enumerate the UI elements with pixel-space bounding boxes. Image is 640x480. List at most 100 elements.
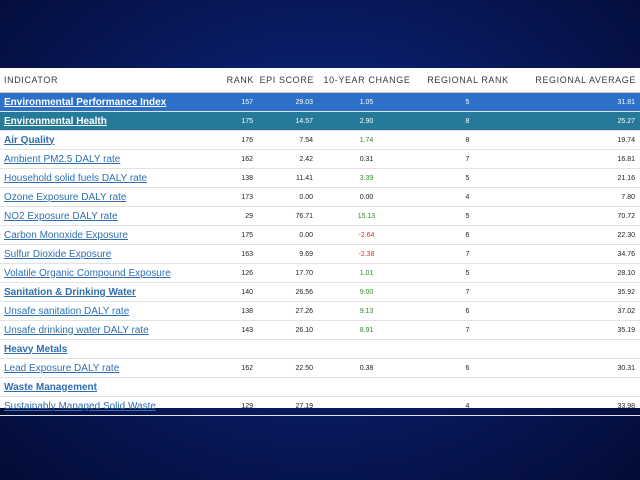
regional-rank-cell: 6 xyxy=(420,301,520,321)
regional-rank-cell: 8 xyxy=(420,130,520,150)
indicator-link[interactable]: Environmental Performance Index xyxy=(4,96,167,108)
regional-average-cell: 37.02 xyxy=(520,301,640,321)
regional-rank-cell: 6 xyxy=(420,358,520,378)
regional-rank-cell: 7 xyxy=(420,244,520,264)
regional-average-cell: 33.98 xyxy=(520,396,640,416)
indicator-link[interactable]: Unsafe drinking water DALY rate xyxy=(4,324,149,336)
regional-rank-cell: 5 xyxy=(420,263,520,283)
regional-rank-cell: 5 xyxy=(420,168,520,188)
score-cell: 26.56 xyxy=(258,282,318,302)
table-header-row: INDICATOR RANK EPI SCORE 10-YEAR CHANGE … xyxy=(0,68,640,93)
score-cell: 2.42 xyxy=(258,149,318,169)
table-row: Volatile Organic Compound Exposure 126 1… xyxy=(0,263,640,283)
score-cell: 27.26 xyxy=(258,301,318,321)
indicator-link[interactable]: Ozone Exposure DALY rate xyxy=(4,191,127,203)
table-row: Household solid fuels DALY rate 138 11.4… xyxy=(0,168,640,188)
change-cell xyxy=(318,377,420,397)
header-epi-score: EPI SCORE xyxy=(258,68,318,93)
regional-average-cell: 28.10 xyxy=(520,263,640,283)
change-cell: 0.31 xyxy=(318,149,420,169)
table-row: Unsafe sanitation DALY rate 138 27.26 9.… xyxy=(0,301,640,321)
regional-rank-cell: 7 xyxy=(420,282,520,302)
regional-rank-cell: 4 xyxy=(420,396,520,416)
indicator-link[interactable]: Carbon Monoxide Exposure xyxy=(4,229,128,241)
regional-average-cell: 19.74 xyxy=(520,130,640,150)
score-cell: 0.00 xyxy=(258,187,318,207)
header-rank: RANK xyxy=(218,68,258,93)
indicator-link[interactable]: Air Quality xyxy=(4,134,55,146)
indicator-link[interactable]: Sulfur Dioxide Exposure xyxy=(4,248,112,260)
score-cell: 11.41 xyxy=(258,168,318,188)
regional-average-cell: 35.92 xyxy=(520,282,640,302)
indicator-link[interactable]: Household solid fuels DALY rate xyxy=(4,172,148,184)
table-row: Ozone Exposure DALY rate 173 0.00 0.00 4… xyxy=(0,187,640,207)
table-row: Waste Management xyxy=(0,377,640,397)
indicator-link[interactable]: Environmental Health xyxy=(4,115,107,127)
change-cell: 0.38 xyxy=(318,358,420,378)
regional-rank-cell xyxy=(420,339,520,359)
rank-cell: 162 xyxy=(218,149,258,169)
regional-rank-cell: 5 xyxy=(420,92,520,112)
indicator-link[interactable]: Ambient PM2.5 DALY rate xyxy=(4,153,121,165)
regional-average-cell: 34.76 xyxy=(520,244,640,264)
change-cell: 0.00 xyxy=(318,187,420,207)
header-regional-average: REGIONAL AVERAGE xyxy=(520,68,640,93)
indicator-link[interactable]: Volatile Organic Compound Exposure xyxy=(4,267,171,279)
rank-cell: 173 xyxy=(218,187,258,207)
change-cell: 1.01 xyxy=(318,263,420,283)
table-row: Sanitation & Drinking Water 140 26.56 9.… xyxy=(0,282,640,302)
score-cell: 76.71 xyxy=(258,206,318,226)
header-10-year-change: 10-YEAR CHANGE xyxy=(318,68,420,93)
table-row: Lead Exposure DALY rate 162 22.50 0.38 6… xyxy=(0,358,640,378)
regional-rank-cell: 8 xyxy=(420,111,520,131)
rank-cell xyxy=(218,339,258,359)
rank-cell: 138 xyxy=(218,301,258,321)
table-row: Unsafe drinking water DALY rate 143 26.1… xyxy=(0,320,640,340)
regional-average-cell: 7.80 xyxy=(520,187,640,207)
rank-cell: 29 xyxy=(218,206,258,226)
table-row: Heavy Metals xyxy=(0,339,640,359)
regional-average-cell: 31.81 xyxy=(520,92,640,112)
score-cell: 17.70 xyxy=(258,263,318,283)
score-cell: 22.50 xyxy=(258,358,318,378)
rank-cell: 138 xyxy=(218,168,258,188)
table-row: Environmental Performance Index 157 29.0… xyxy=(0,92,640,112)
rank-cell: 163 xyxy=(218,244,258,264)
rank-cell xyxy=(218,377,258,397)
epi-table-panel: INDICATOR RANK EPI SCORE 10-YEAR CHANGE … xyxy=(0,68,640,416)
rank-cell: 175 xyxy=(218,111,258,131)
score-cell: 9.69 xyxy=(258,244,318,264)
rank-cell: 140 xyxy=(218,282,258,302)
change-cell: 8.91 xyxy=(318,320,420,340)
regional-rank-cell: 7 xyxy=(420,149,520,169)
change-cell: 3.39 xyxy=(318,168,420,188)
indicator-link[interactable]: Sustainably Managed Solid Waste xyxy=(4,400,156,412)
header-regional-rank: REGIONAL RANK xyxy=(420,68,520,93)
header-indicator: INDICATOR xyxy=(0,68,218,93)
regional-rank-cell: 7 xyxy=(420,320,520,340)
change-cell: 9.13 xyxy=(318,301,420,321)
score-cell: 26.10 xyxy=(258,320,318,340)
rank-cell: 157 xyxy=(218,92,258,112)
rank-cell: 129 xyxy=(218,396,258,416)
rank-cell: 162 xyxy=(218,358,258,378)
change-cell: -2.38 xyxy=(318,244,420,264)
rank-cell: 126 xyxy=(218,263,258,283)
change-cell xyxy=(318,339,420,359)
change-cell: 1.74 xyxy=(318,130,420,150)
rank-cell: 176 xyxy=(218,130,258,150)
regional-average-cell: 70.72 xyxy=(520,206,640,226)
regional-average-cell: 21.16 xyxy=(520,168,640,188)
epi-indicator-table: INDICATOR RANK EPI SCORE 10-YEAR CHANGE … xyxy=(0,68,640,416)
indicator-link[interactable]: Sanitation & Drinking Water xyxy=(4,286,136,298)
regional-rank-cell: 5 xyxy=(420,206,520,226)
change-cell: 9.00 xyxy=(318,282,420,302)
regional-average-cell: 30.31 xyxy=(520,358,640,378)
score-cell xyxy=(258,339,318,359)
indicator-link[interactable]: NO2 Exposure DALY rate xyxy=(4,210,118,222)
indicator-link[interactable]: Waste Management xyxy=(4,381,97,393)
indicator-link[interactable]: Unsafe sanitation DALY rate xyxy=(4,305,130,317)
indicator-link[interactable]: Heavy Metals xyxy=(4,343,68,355)
table-row: Sulfur Dioxide Exposure 163 9.69 -2.38 7… xyxy=(0,244,640,264)
indicator-link[interactable]: Lead Exposure DALY rate xyxy=(4,362,120,374)
